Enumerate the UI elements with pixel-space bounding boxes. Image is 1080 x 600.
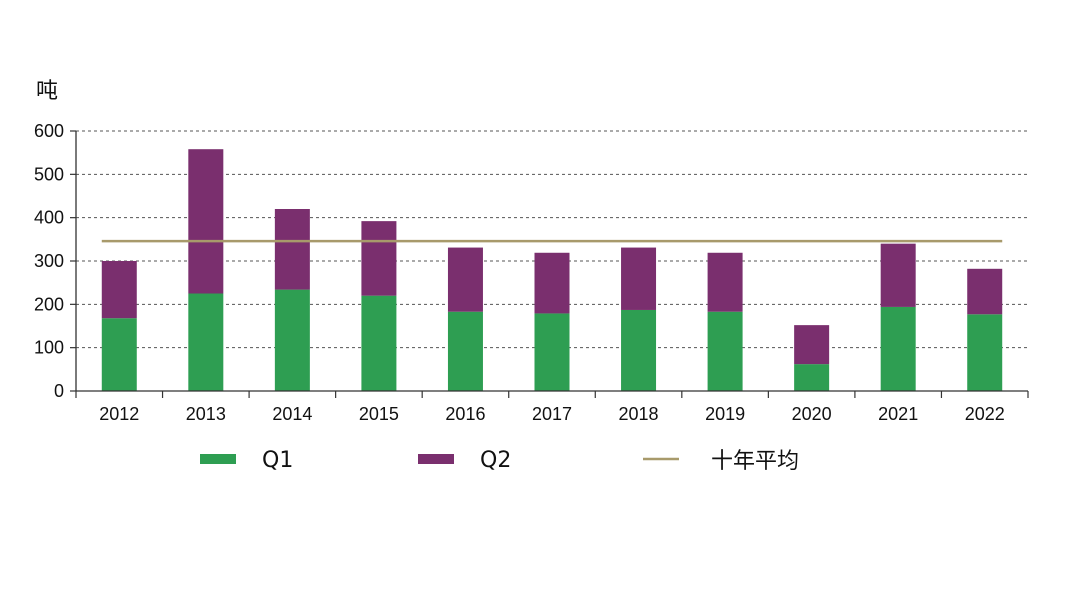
x-tick-label: 2016 — [445, 404, 485, 424]
legend: Q1 Q2 十年平均 — [200, 448, 799, 474]
bar-q2-2017 — [534, 252, 570, 314]
x-tick-label: 2015 — [359, 404, 399, 424]
bar-q1-2019 — [707, 311, 743, 391]
bar-q2-2013 — [188, 149, 224, 294]
legend-label: 十年平均 — [711, 449, 799, 474]
legend-label: Q2 — [480, 448, 511, 473]
y-unit-label: 吨 — [36, 79, 58, 104]
bar-q2-2018 — [621, 247, 657, 310]
bar-q1-2014 — [274, 289, 310, 391]
bar-q1-2015 — [361, 295, 397, 391]
bar-q2-2012 — [101, 261, 137, 319]
y-tick-label: 400 — [34, 208, 64, 228]
x-tick-label: 2013 — [186, 404, 226, 424]
x-tick-label: 2021 — [878, 404, 918, 424]
x-tick-label: 2022 — [965, 404, 1005, 424]
legend-q2: Q2 — [418, 448, 511, 473]
y-tick-label: 0 — [54, 381, 64, 401]
legend-swatch — [418, 454, 454, 464]
legend-label: Q1 — [262, 448, 293, 473]
x-tick-label: 2012 — [99, 404, 139, 424]
y-axis-ticks: 0 100 200 300 400 500 600 — [34, 121, 76, 401]
bar-q1-2020 — [794, 364, 830, 391]
legend-swatch — [200, 454, 236, 464]
bar-q1-2017 — [534, 313, 570, 391]
axes — [75, 131, 1028, 392]
y-tick-label: 500 — [34, 164, 64, 184]
bar-q1-2013 — [188, 293, 224, 391]
bar-q1-2018 — [621, 309, 657, 391]
x-tick-label: 2019 — [705, 404, 745, 424]
legend-ten-year-average: 十年平均 — [643, 449, 799, 474]
bar-q2-2019 — [707, 252, 743, 312]
bar-q1-2012 — [101, 318, 137, 391]
x-tick-label: 2017 — [532, 404, 572, 424]
bar-q2-2022 — [967, 268, 1003, 315]
bar-q1-2021 — [880, 306, 916, 391]
x-tick-label: 2020 — [792, 404, 832, 424]
y-tick-label: 300 — [34, 251, 64, 271]
bars — [101, 149, 1003, 391]
bar-q2-2015 — [361, 221, 397, 296]
x-tick-label: 2018 — [619, 404, 659, 424]
y-tick-label: 200 — [34, 294, 64, 314]
bar-q2-2020 — [794, 325, 830, 365]
y-tick-label: 100 — [34, 338, 64, 358]
bar-q2-2014 — [274, 209, 310, 290]
y-tick-label: 600 — [34, 121, 64, 141]
bar-q1-2016 — [447, 311, 483, 391]
bar-q2-2016 — [447, 247, 483, 312]
x-tick-label: 2014 — [272, 404, 312, 424]
bar-q2-2021 — [880, 243, 916, 307]
x-axis-ticks: 2012 2013 2014 2015 2016 2017 2018 2019 2020 2021… — [75, 391, 1029, 424]
legend-q1: Q1 — [200, 448, 293, 473]
bar-q1-2022 — [967, 314, 1003, 391]
